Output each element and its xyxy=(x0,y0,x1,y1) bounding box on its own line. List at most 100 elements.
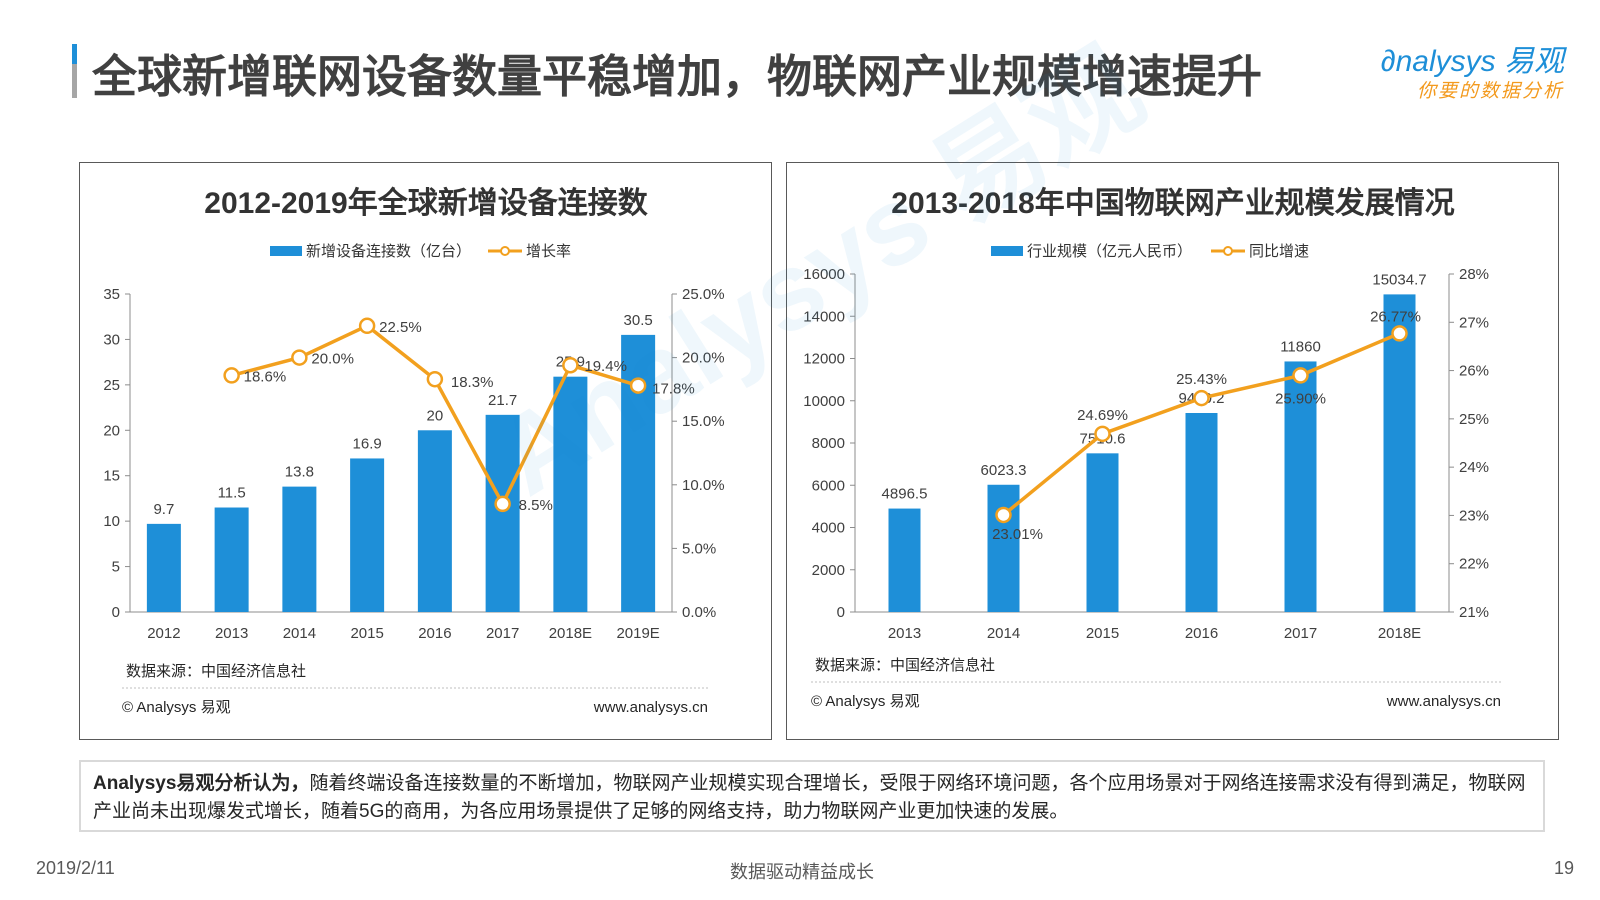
y-left-tick-label: 20 xyxy=(103,422,120,439)
conclusion-box: Analysys易观分析认为，随着终端设备连接数量的不断增加，物联网产业规模实现… xyxy=(79,760,1545,832)
x-tick-label: 2012 xyxy=(147,625,180,642)
y-left-tick-label: 12000 xyxy=(803,351,845,368)
bar xyxy=(888,508,921,612)
y-left-tick-label: 2000 xyxy=(812,562,845,579)
y-right-tick-label: 10.0% xyxy=(682,477,725,494)
copyright: © Analysys 易观 xyxy=(122,699,231,716)
y-left-tick-label: 30 xyxy=(103,331,120,348)
page-title: 全球新增联网设备数量平稳增加，物联网产业规模增速提升 xyxy=(92,51,1263,102)
brand-logo: ∂nalysys 易观 你要的数据分析 xyxy=(1372,36,1568,106)
data-source: 数据来源：中国经济信息社 xyxy=(126,663,306,680)
bar-data-label: 4896.5 xyxy=(882,486,928,503)
line-point xyxy=(223,367,240,384)
chart-title: 2013-2018年中国物联网产业规模发展情况 xyxy=(891,187,1454,220)
y-right-tick-label: 23% xyxy=(1459,507,1489,524)
y-left-tick-label: 10 xyxy=(103,513,120,530)
x-tick-label: 2013 xyxy=(888,625,921,642)
legend-label-line: 增长率 xyxy=(526,243,571,260)
chart-panel-china-iot: 2013-2018年中国物联网产业规模发展情况行业规模（亿元人民币） 同比增速 0 2… xyxy=(786,162,1559,740)
brand-name: ∂nalysys 易观 xyxy=(1380,45,1564,78)
y-right-tick-label: 5.0% xyxy=(682,540,716,557)
y-left-tick-label: 14000 xyxy=(803,308,845,325)
title-accent-bar xyxy=(72,44,77,98)
line-point xyxy=(1292,367,1309,384)
bar-data-label: 6023.3 xyxy=(981,462,1027,479)
bar xyxy=(282,486,317,612)
bar-data-label: 16.9 xyxy=(353,435,382,452)
y-left-tick-label: 8000 xyxy=(812,435,845,452)
x-tick-label: 2018E xyxy=(1378,625,1421,642)
line-point xyxy=(562,356,579,374)
copyright: © Analysys 易观 xyxy=(811,693,920,710)
line-data-label: 26.77% xyxy=(1370,308,1421,325)
legend-marker-line xyxy=(500,246,510,256)
legend-marker-line xyxy=(1223,246,1233,256)
line-data-label: 18.3% xyxy=(451,374,494,391)
chart-panel-global-devices: 2012-2019年全球新增设备连接数 新增设备连接数（亿台） 增长率 0 5 10 15 2… xyxy=(79,162,772,740)
conclusion-lead: Analysys易观分析认为， xyxy=(93,773,310,794)
page-number: 19 xyxy=(1554,858,1575,878)
bar xyxy=(1086,453,1119,612)
footer-date: 2019/2/11 xyxy=(36,858,115,878)
brand-slogan: 你要的数据分析 xyxy=(1416,81,1564,102)
bar xyxy=(553,376,588,612)
bar xyxy=(350,458,385,612)
y-left-tick-label: 6000 xyxy=(812,477,845,494)
legend-label-line: 同比增速 xyxy=(1249,243,1309,260)
bar-data-label: 11860 xyxy=(1280,338,1321,355)
y-right-tick-label: 26% xyxy=(1459,363,1489,380)
bar xyxy=(146,523,181,612)
bar-data-label: 9.7 xyxy=(153,501,174,518)
y-right-tick-label: 20.0% xyxy=(682,350,725,367)
y-left-tick-label: 0 xyxy=(837,604,845,621)
x-tick-label: 2013 xyxy=(215,625,248,642)
bar xyxy=(214,507,249,612)
y-left-tick-label: 16000 xyxy=(803,266,845,283)
website: www.analysys.cn xyxy=(593,699,708,716)
line-point xyxy=(1391,325,1408,342)
line-data-label: 19.4% xyxy=(584,358,627,375)
chart-title: 2012-2019年全球新增设备连接数 xyxy=(204,186,648,220)
line-data-label: 25.90% xyxy=(1275,390,1326,407)
legend-swatch-bar xyxy=(270,246,302,256)
line-data-label: 20.0% xyxy=(311,351,354,368)
line-data-label: 8.5% xyxy=(519,497,553,514)
bar xyxy=(485,414,520,612)
y-left-tick-label: 0 xyxy=(112,604,120,621)
x-tick-label: 2019E xyxy=(616,625,659,642)
x-tick-label: 2017 xyxy=(1284,625,1317,642)
line-data-label: 23.01% xyxy=(992,526,1043,543)
y-left-tick-label: 5 xyxy=(112,559,120,576)
legend-swatch-bar xyxy=(991,246,1023,256)
line-point xyxy=(426,370,444,388)
x-tick-label: 2014 xyxy=(987,625,1020,642)
x-tick-label: 2014 xyxy=(283,625,316,642)
bar-data-label: 15034.7 xyxy=(1372,271,1426,288)
x-tick-label: 2017 xyxy=(486,625,519,642)
y-left-tick-label: 4000 xyxy=(812,520,845,537)
x-tick-label: 2016 xyxy=(418,625,451,642)
y-left-tick-label: 10000 xyxy=(803,393,845,410)
line-point xyxy=(1193,389,1210,407)
line-point xyxy=(494,495,511,513)
x-tick-label: 2016 xyxy=(1185,625,1218,642)
bar-data-label: 30.5 xyxy=(624,312,653,329)
x-tick-label: 2018E xyxy=(549,625,592,642)
legend-label-bar: 行业规模（亿元人民币） xyxy=(1027,243,1192,260)
bar-data-label: 13.8 xyxy=(285,464,314,481)
bar xyxy=(1383,294,1416,612)
bar-data-label: 21.7 xyxy=(488,392,517,409)
x-tick-label: 2015 xyxy=(350,625,383,642)
line-data-label: 17.8% xyxy=(652,381,695,398)
y-right-tick-label: 21% xyxy=(1459,604,1489,621)
y-right-tick-label: 27% xyxy=(1459,314,1489,331)
line-data-label: 18.6% xyxy=(244,368,287,385)
y-right-tick-label: 28% xyxy=(1459,266,1489,283)
line-point xyxy=(291,349,308,366)
data-source: 数据来源：中国经济信息社 xyxy=(815,657,995,674)
website: www.analysys.cn xyxy=(1386,693,1501,710)
y-right-tick-label: 15.0% xyxy=(682,413,725,430)
line-point xyxy=(1094,425,1111,443)
